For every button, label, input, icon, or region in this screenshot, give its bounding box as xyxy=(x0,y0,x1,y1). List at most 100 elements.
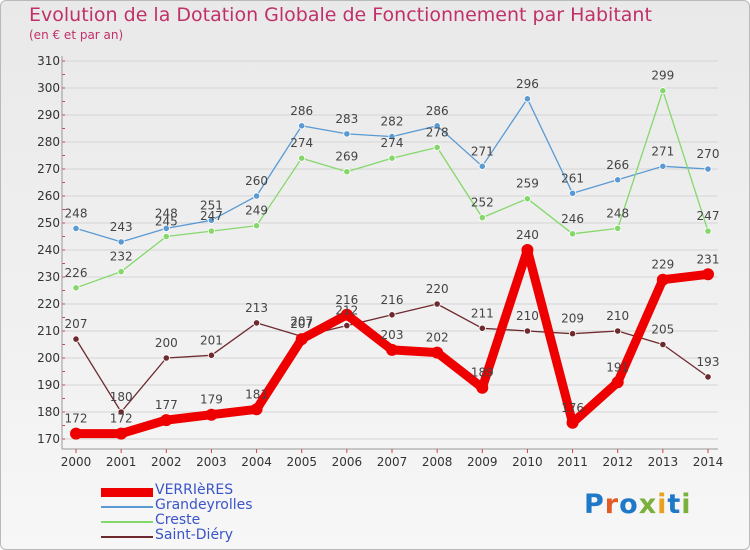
data-point xyxy=(523,327,532,335)
data-label: 180 xyxy=(110,390,133,404)
x-tick-label: 2006 xyxy=(332,455,363,469)
legend-swatch xyxy=(101,536,153,538)
legend-swatch xyxy=(101,488,153,497)
data-point xyxy=(431,346,444,359)
data-label: 210 xyxy=(516,309,539,323)
data-point xyxy=(343,168,351,176)
data-label: 216 xyxy=(335,293,358,307)
y-tick-label: 250 xyxy=(37,216,60,230)
data-label: 207 xyxy=(290,314,313,328)
data-point xyxy=(614,224,622,232)
data-point xyxy=(433,300,441,308)
data-point xyxy=(611,376,624,389)
y-tick-label: 190 xyxy=(37,378,60,392)
data-point xyxy=(295,333,308,346)
data-label: 220 xyxy=(426,282,449,296)
data-point xyxy=(117,267,125,276)
x-tick-label: 2005 xyxy=(286,455,317,469)
data-point xyxy=(704,373,712,381)
y-tick-label: 270 xyxy=(37,162,60,176)
data-label: 261 xyxy=(561,171,584,185)
data-point xyxy=(162,232,170,241)
data-point xyxy=(252,192,261,200)
data-point xyxy=(659,87,667,95)
data-point xyxy=(162,224,170,232)
data-label: 270 xyxy=(697,147,720,161)
x-tick-label: 2007 xyxy=(377,455,408,469)
data-point xyxy=(298,154,306,162)
data-point xyxy=(207,227,216,235)
data-label: 209 xyxy=(561,312,584,326)
data-label: 210 xyxy=(606,309,629,323)
data-label: 207 xyxy=(290,317,313,331)
y-tick-label: 170 xyxy=(37,432,60,446)
data-label: 191 xyxy=(606,360,629,374)
data-label: 232 xyxy=(110,250,133,264)
data-label: 252 xyxy=(471,196,494,210)
brand-letter: t xyxy=(667,489,682,520)
data-point xyxy=(72,335,80,343)
proxiti-logo: Proxiti xyxy=(584,489,692,520)
data-label: 172 xyxy=(110,412,133,426)
y-tick-label: 240 xyxy=(37,243,60,257)
data-label: 200 xyxy=(155,336,178,350)
data-label: 193 xyxy=(697,355,720,369)
data-point xyxy=(386,343,398,356)
data-label: 247 xyxy=(200,209,223,223)
data-label: 259 xyxy=(516,177,539,191)
x-tick-label: 2013 xyxy=(648,455,679,469)
data-label: 202 xyxy=(426,331,449,345)
data-point xyxy=(614,176,622,184)
data-label: 274 xyxy=(381,136,404,150)
data-label: 248 xyxy=(155,206,178,220)
data-label: 212 xyxy=(335,304,358,318)
data-label: 240 xyxy=(516,228,539,242)
x-tick-label: 2001 xyxy=(106,455,137,469)
data-point xyxy=(117,408,125,416)
data-label: 213 xyxy=(245,301,268,315)
legend-swatch xyxy=(101,506,153,508)
legend-label: Saint-Diéry xyxy=(155,527,234,543)
data-point xyxy=(433,143,441,151)
data-label: 286 xyxy=(290,104,313,118)
x-tick-label: 2012 xyxy=(602,455,633,469)
brand-letter: o xyxy=(619,489,639,520)
data-label: 248 xyxy=(65,206,88,220)
y-tick-label: 230 xyxy=(37,270,60,284)
data-point xyxy=(478,162,486,170)
y-tick-label: 200 xyxy=(37,351,60,365)
data-label: 229 xyxy=(651,258,674,272)
brand-letter: r xyxy=(604,489,620,520)
data-point xyxy=(205,408,218,421)
data-label: 274 xyxy=(290,136,313,150)
data-label: 226 xyxy=(65,266,88,280)
y-tick-label: 290 xyxy=(37,108,60,122)
data-label: 211 xyxy=(471,306,494,320)
y-tick-label: 220 xyxy=(37,297,60,311)
data-point xyxy=(298,122,306,130)
data-point xyxy=(568,330,577,338)
data-label: 249 xyxy=(245,204,268,218)
x-tick-label: 2011 xyxy=(557,455,588,469)
x-tick-label: 2003 xyxy=(196,455,227,469)
data-label: 189 xyxy=(471,366,494,380)
data-label: 247 xyxy=(697,209,720,223)
data-point xyxy=(117,238,125,246)
data-point xyxy=(72,224,80,232)
data-point xyxy=(250,403,263,416)
x-tick-label: 2008 xyxy=(422,455,453,469)
data-label: 246 xyxy=(561,212,584,226)
data-label: 286 xyxy=(426,104,449,118)
brand-letter: P xyxy=(584,489,605,520)
data-label: 271 xyxy=(651,144,674,158)
legend-label: VERRIèRES xyxy=(155,482,234,498)
data-label: 266 xyxy=(606,158,629,172)
data-label: 260 xyxy=(245,174,268,188)
brand-letter: x xyxy=(638,489,658,520)
data-point xyxy=(614,327,622,335)
x-tick-label: 2009 xyxy=(467,455,498,469)
data-label: 283 xyxy=(335,112,358,126)
y-tick-label: 300 xyxy=(37,81,60,95)
legend-label: Grandeyrolles xyxy=(155,497,253,513)
